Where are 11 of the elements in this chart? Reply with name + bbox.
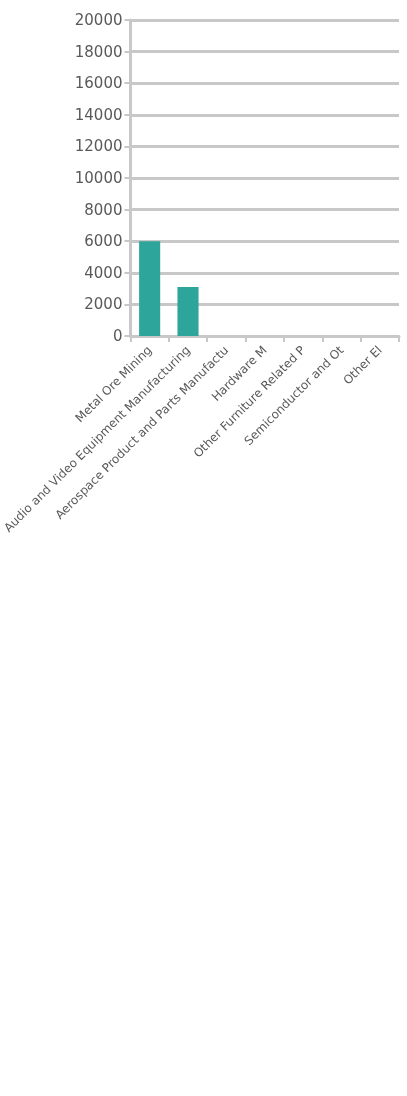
- y-tick-label: 0: [112, 327, 123, 345]
- y-tick-label: 2000: [84, 295, 123, 314]
- y-tick-label: 12000: [74, 137, 123, 156]
- y-tick-label: 18000: [74, 42, 123, 61]
- y-tick-label: 16000: [74, 74, 123, 93]
- y-tick-label: 6000: [84, 232, 123, 251]
- y-tick-label: 8000: [84, 200, 123, 219]
- y-tick-label: 10000: [74, 169, 123, 187]
- y-tick-label: 14000: [74, 105, 123, 124]
- y-tick-label: 4000: [84, 263, 123, 282]
- y-tick-label: 20000: [74, 11, 123, 29]
